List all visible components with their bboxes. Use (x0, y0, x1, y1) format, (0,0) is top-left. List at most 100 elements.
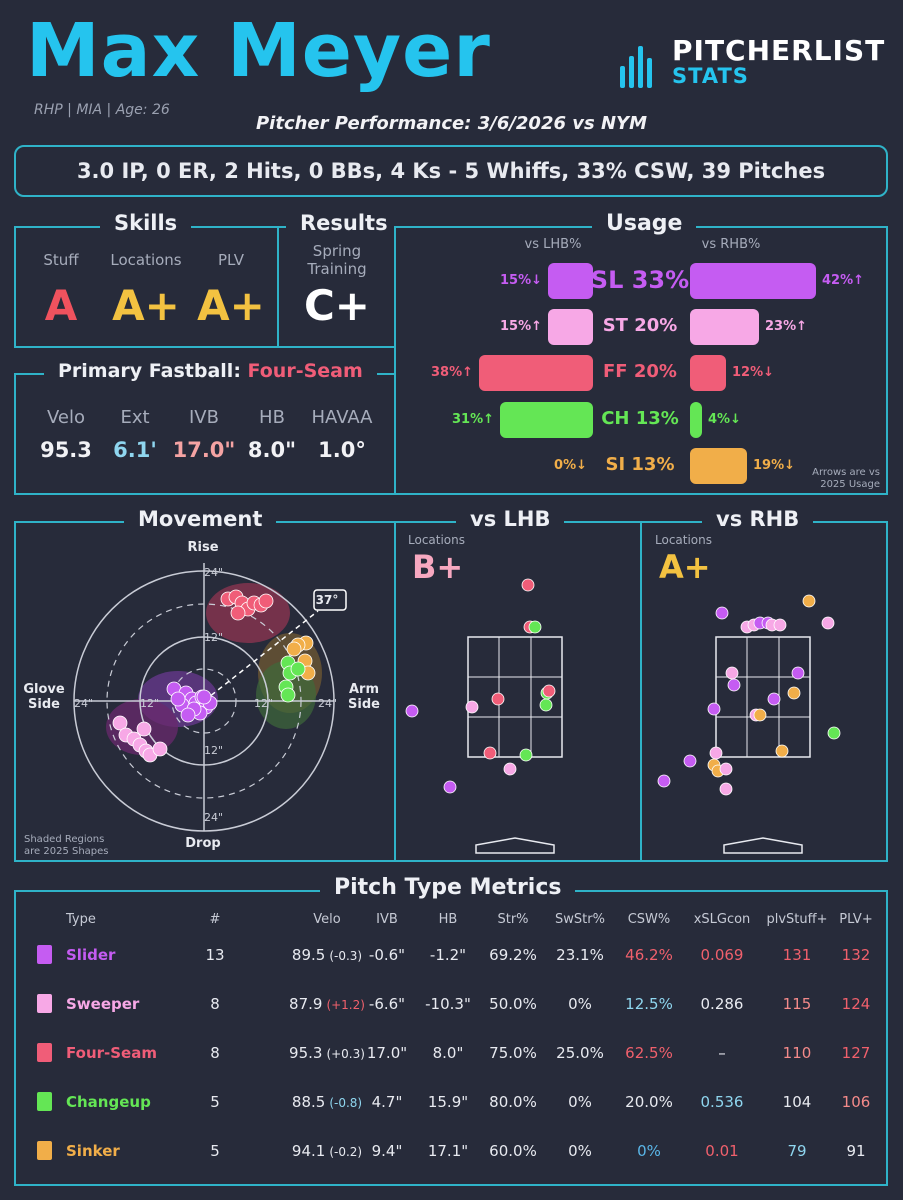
ring-label-bottom-12: 12" (204, 744, 224, 757)
pitch-point (719, 782, 733, 796)
pitch-point (196, 689, 212, 705)
ext-label: Ext (120, 407, 150, 428)
metric-cell-plv: 124 (841, 995, 871, 1013)
rhb-usage-bar (690, 263, 816, 299)
logo-text: PITCHERLIST (672, 34, 886, 67)
metric-cell-n: 8 (210, 1044, 220, 1062)
lhb-usage-pct: 0%↓ (554, 458, 587, 473)
pitch-point (258, 593, 274, 609)
pitch-color-swatch (37, 945, 52, 964)
metric-cell-name: Changeup (66, 1093, 151, 1111)
metric-cell-stuff: 110 (782, 1044, 812, 1062)
pitch-point (775, 744, 789, 758)
lhb-usage-pct: 31%↑ (451, 412, 494, 427)
bars-logo-icon (620, 38, 660, 88)
movement-note-1: Shaded Regions (24, 834, 105, 845)
metric-cell-str: 80.0% (489, 1093, 537, 1111)
rhb-locations-label: Locations (655, 533, 713, 547)
movement-chart (73, 563, 347, 832)
ring-label-top-12: 12" (204, 631, 224, 644)
rhb-usage-bar (690, 309, 759, 345)
pitch-point (727, 678, 741, 692)
metric-cell-hb: 8.0" (432, 1044, 464, 1062)
metric-cell-name: Sinker (66, 1142, 120, 1160)
metric-cell-str: 60.0% (489, 1142, 537, 1160)
pitch-point (290, 661, 306, 677)
pitch-point (791, 666, 805, 680)
velo-value: 87.9 (289, 995, 323, 1013)
metric-cell-sw: 25.0% (556, 1044, 604, 1062)
hb-label: HB (259, 407, 285, 428)
rhb-usage-pct: 23%↑ (765, 319, 808, 334)
results-title: Results (286, 211, 402, 235)
pitch-point (180, 707, 196, 723)
metric-cell-n: 13 (205, 946, 225, 964)
pitch-point (230, 605, 246, 621)
pitch-point (528, 620, 542, 634)
ring-label-right-12: 12" (254, 697, 274, 710)
arm-label-1: Arm (348, 682, 380, 697)
usage-note-2: 2025 Usage (820, 479, 880, 490)
metrics-header: # (209, 912, 221, 927)
fastball-label: Primary Fastball: (58, 360, 241, 382)
rhb-usage-pct: 42%↑ (822, 273, 865, 288)
velo-value: 95.3 (289, 1044, 323, 1062)
metric-cell-csw: 62.5% (625, 1044, 673, 1062)
pitch-point (405, 704, 419, 718)
ring-label-left-12: 12" (140, 697, 160, 710)
skills-title: Skills (100, 211, 192, 235)
usage-title: Usage (592, 211, 697, 236)
pitch-point (719, 762, 733, 776)
arm-angle-box (313, 589, 347, 611)
lhb-points (405, 578, 556, 794)
metrics-header: HB (438, 912, 458, 927)
havaa-value: 1.0° (318, 438, 366, 462)
lhb-locations-label: Locations (408, 533, 466, 547)
metric-cell-xslg: 0.069 (700, 946, 744, 964)
movement-points (112, 589, 316, 763)
metric-cell-hb: 17.1" (427, 1142, 469, 1160)
usage-note-1: Arrows are vs (812, 467, 880, 478)
metric-cell-stuff: 104 (782, 1093, 812, 1111)
results-label-1: Spring (312, 242, 362, 260)
pitch-point (152, 741, 168, 757)
metrics-header: CSW% (627, 912, 671, 927)
pitch-point (827, 726, 841, 740)
pitch-color-swatch (37, 1092, 52, 1111)
arm-angle-line (203, 610, 319, 702)
metric-cell-ivb: 9.4" (371, 1142, 403, 1160)
arm-label-2: Side (348, 697, 380, 712)
metric-cell-hb: -1.2" (429, 946, 467, 964)
usage-pitch-label: FF 20% (603, 361, 677, 382)
usage-note: Arrows are vs 2025 Usage (772, 467, 880, 491)
pitch-point (802, 594, 816, 608)
logo-subtext: STATS (672, 64, 749, 88)
metrics-header: Type (66, 912, 96, 927)
pitch-point (787, 686, 801, 700)
metric-cell-str: 50.0% (489, 995, 537, 1013)
metric-cell-velo: 87.9 (+1.2) (272, 995, 382, 1013)
pitch-point (539, 698, 553, 712)
movement-note-2: are 2025 Shapes (24, 846, 109, 857)
lhb-location-chart (405, 578, 563, 854)
metric-cell-velo: 89.5 (-0.3) (272, 946, 382, 964)
velo-delta: (-0.3) (329, 949, 363, 963)
metric-cell-hb: -10.3" (425, 995, 471, 1013)
locations-label: Locations (110, 251, 182, 269)
velo-delta: (+1.2) (326, 998, 365, 1012)
metric-cell-sw: 23.1% (556, 946, 604, 964)
velo-value: 88.5 (291, 1093, 326, 1111)
velo-label: Velo (46, 407, 85, 428)
pitch-color-swatch (37, 1141, 52, 1160)
metric-cell-n: 5 (210, 1093, 220, 1111)
pitch-point (286, 641, 302, 657)
results-label-2: Training (307, 260, 367, 278)
metric-cell-hb: 15.9" (427, 1093, 469, 1111)
metrics-header: PLV+ (839, 912, 873, 927)
lhb-usage-bar (548, 263, 593, 299)
ring-label-bottom-24: 24" (204, 811, 224, 824)
rhb-strike-zone (715, 636, 811, 854)
lhb-usage-bar (479, 355, 593, 391)
pitcher-name: Max Meyer (26, 8, 491, 94)
plv-label: PLV (217, 251, 244, 269)
